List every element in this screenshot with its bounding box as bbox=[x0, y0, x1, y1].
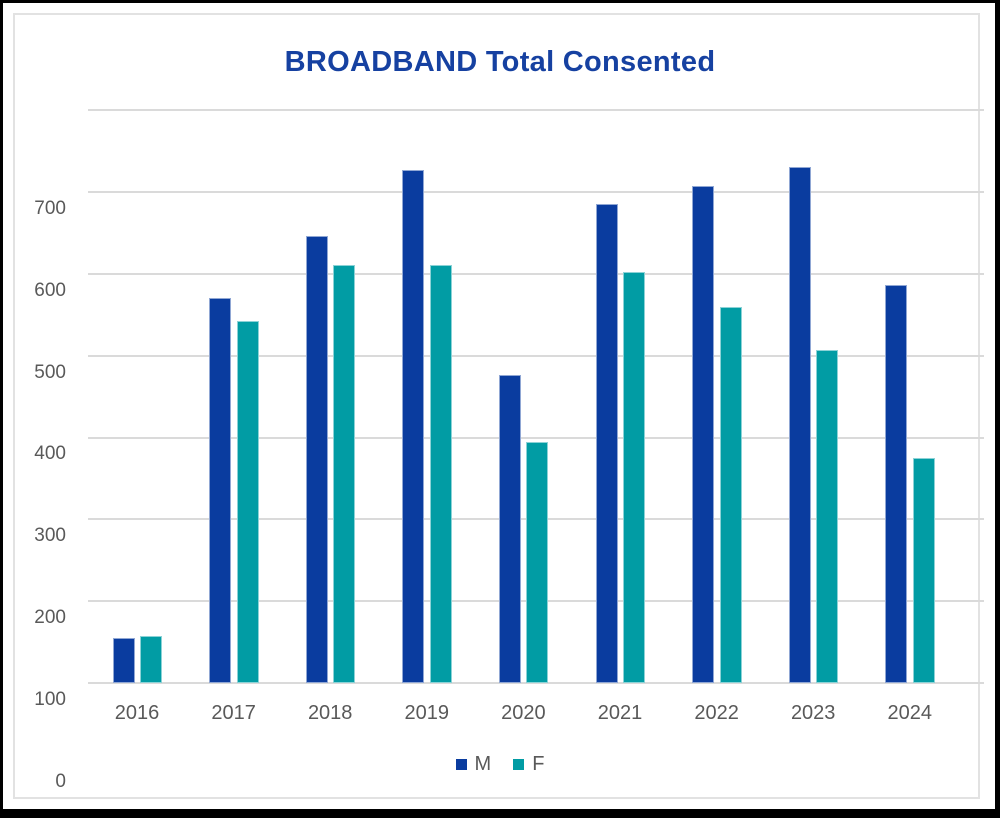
bar-m-2021[interactable] bbox=[595, 203, 618, 683]
legend: M F bbox=[0, 753, 1000, 776]
legend-swatch-m-icon bbox=[455, 759, 467, 770]
bar-m-2018[interactable] bbox=[305, 236, 328, 683]
gridline-500 bbox=[88, 354, 984, 357]
bar-f-2016[interactable] bbox=[140, 635, 162, 683]
bar-m-2020[interactable] bbox=[498, 374, 521, 683]
x-axis-label-2016: 2016 bbox=[114, 702, 160, 724]
bar-f-2024[interactable] bbox=[912, 458, 935, 683]
chart-title: BROADBAND Total Consented bbox=[284, 46, 716, 78]
y-axis-label-100: 100 bbox=[34, 688, 66, 710]
bar-f-2017[interactable] bbox=[236, 321, 259, 683]
y-axis-label-400: 400 bbox=[34, 443, 66, 465]
gridline-100 bbox=[88, 682, 984, 684]
gridline-700 bbox=[88, 191, 984, 193]
bar-m-2017[interactable] bbox=[209, 298, 232, 683]
gridline-600 bbox=[88, 272, 984, 275]
x-axis-label-2024: 2024 bbox=[887, 702, 933, 724]
x-axis-label-2018: 2018 bbox=[307, 702, 353, 724]
gridline-800 bbox=[88, 109, 984, 112]
legend-swatch-f-icon bbox=[513, 759, 525, 770]
x-axis-label-2017: 2017 bbox=[211, 702, 256, 724]
y-axis-label-500: 500 bbox=[34, 361, 66, 383]
x-axis-label-2021: 2021 bbox=[597, 702, 643, 724]
chart-frame bbox=[13, 13, 980, 799]
bar-m-2022[interactable] bbox=[692, 185, 715, 683]
gridline-400 bbox=[88, 436, 984, 439]
y-axis-label-200: 200 bbox=[34, 607, 66, 628]
legend-item-m[interactable]: M bbox=[455, 753, 492, 776]
bar-m-2024[interactable] bbox=[885, 284, 908, 683]
x-axis-label-2019: 2019 bbox=[404, 702, 450, 724]
bar-m-2023[interactable] bbox=[788, 166, 811, 683]
bar-f-2018[interactable] bbox=[333, 264, 356, 683]
bar-m-2016[interactable] bbox=[112, 638, 135, 683]
legend-item-f[interactable]: F bbox=[513, 753, 544, 776]
bar-f-2022[interactable] bbox=[719, 306, 742, 683]
bar-m-2019[interactable] bbox=[402, 169, 425, 683]
x-axis-label-2022: 2022 bbox=[694, 702, 739, 724]
bar-f-2021[interactable] bbox=[623, 272, 645, 683]
x-axis-label-2023: 2023 bbox=[790, 702, 836, 724]
bar-f-2019[interactable] bbox=[429, 264, 452, 683]
legend-label-m: M bbox=[474, 753, 492, 775]
y-axis-label-300: 300 bbox=[34, 525, 66, 547]
bar-f-2020[interactable] bbox=[526, 442, 549, 683]
y-axis-label-600: 600 bbox=[34, 279, 66, 301]
legend-label-f: F bbox=[532, 753, 545, 775]
x-axis-label-2020: 2020 bbox=[501, 702, 546, 724]
y-axis-label-0: 0 bbox=[55, 770, 66, 792]
bar-f-2023[interactable] bbox=[816, 349, 839, 683]
y-axis-label-700: 700 bbox=[34, 197, 66, 219]
